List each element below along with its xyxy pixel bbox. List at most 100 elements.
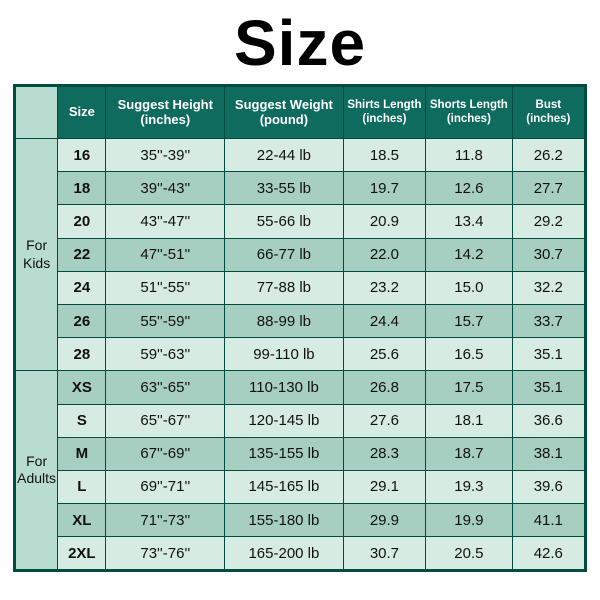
shirts-cell: 30.7 — [343, 537, 425, 570]
shirts-cell: 26.8 — [343, 371, 425, 404]
shorts-cell: 15.7 — [426, 304, 512, 337]
weight-cell: 145-165 lb — [225, 470, 344, 503]
table-row: 2451''-55''77-88 lb23.215.032.2 — [16, 271, 585, 304]
weight-cell: 99-110 lb — [225, 338, 344, 371]
weight-cell: 165-200 lb — [225, 537, 344, 570]
bust-cell: 32.2 — [512, 271, 584, 304]
height-cell: 65''-67'' — [106, 404, 225, 437]
height-cell: 43''-47'' — [106, 205, 225, 238]
height-cell: 69''-71'' — [106, 470, 225, 503]
shirts-cell: 28.3 — [343, 437, 425, 470]
table-row: S65''-67''120-145 lb27.618.136.6 — [16, 404, 585, 437]
table-row: 1839''-43''33-55 lb19.712.627.7 — [16, 172, 585, 205]
shorts-cell: 14.2 — [426, 238, 512, 271]
bust-cell: 27.7 — [512, 172, 584, 205]
weight-cell: 135-155 lb — [225, 437, 344, 470]
weight-cell: 33-55 lb — [225, 172, 344, 205]
bust-cell: 33.7 — [512, 304, 584, 337]
bust-cell: 41.1 — [512, 504, 584, 537]
size-cell: 26 — [58, 304, 106, 337]
shorts-cell: 19.9 — [426, 504, 512, 537]
size-cell: 28 — [58, 338, 106, 371]
shorts-cell: 16.5 — [426, 338, 512, 371]
height-cell: 63''-65'' — [106, 371, 225, 404]
shirts-cell: 20.9 — [343, 205, 425, 238]
group-label: ForKids — [16, 139, 58, 371]
shorts-cell: 15.0 — [426, 271, 512, 304]
shorts-cell: 19.3 — [426, 470, 512, 503]
table-row: M67''-69''135-155 lb28.318.738.1 — [16, 437, 585, 470]
table-row: XL71''-73''155-180 lb29.919.941.1 — [16, 504, 585, 537]
height-cell: 55''-59'' — [106, 304, 225, 337]
shorts-cell: 17.5 — [426, 371, 512, 404]
height-cell: 73''-76'' — [106, 537, 225, 570]
height-cell: 59''-63'' — [106, 338, 225, 371]
bust-cell: 35.1 — [512, 338, 584, 371]
shorts-cell: 18.1 — [426, 404, 512, 437]
bust-cell: 36.6 — [512, 404, 584, 437]
weight-cell: 110-130 lb — [225, 371, 344, 404]
shorts-cell: 12.6 — [426, 172, 512, 205]
bust-cell: 35.1 — [512, 371, 584, 404]
size-cell: 18 — [58, 172, 106, 205]
shorts-cell: 13.4 — [426, 205, 512, 238]
table-row: L69''-71''145-165 lb29.119.339.6 — [16, 470, 585, 503]
size-cell: M — [58, 437, 106, 470]
shirts-cell: 27.6 — [343, 404, 425, 437]
size-cell: L — [58, 470, 106, 503]
shirts-cell: 29.1 — [343, 470, 425, 503]
table-row: 2043''-47''55-66 lb20.913.429.2 — [16, 205, 585, 238]
bust-cell: 26.2 — [512, 139, 584, 172]
header-shorts: Shorts Length(inches) — [426, 87, 512, 139]
height-cell: 47''-51'' — [106, 238, 225, 271]
size-cell: XL — [58, 504, 106, 537]
table-row: 2859''-63''99-110 lb25.616.535.1 — [16, 338, 585, 371]
shirts-cell: 29.9 — [343, 504, 425, 537]
shorts-cell: 18.7 — [426, 437, 512, 470]
header-row: Size Suggest Height(inches) Suggest Weig… — [16, 87, 585, 139]
size-table: Size Suggest Height(inches) Suggest Weig… — [15, 86, 585, 570]
weight-cell: 77-88 lb — [225, 271, 344, 304]
table-row: 2247''-51''66-77 lb22.014.230.7 — [16, 238, 585, 271]
size-table-wrapper: Size Suggest Height(inches) Suggest Weig… — [13, 84, 587, 572]
table-row: 2XL73''-76''165-200 lb30.720.542.6 — [16, 537, 585, 570]
shirts-cell: 18.5 — [343, 139, 425, 172]
shirts-cell: 25.6 — [343, 338, 425, 371]
group-label: ForAdults — [16, 371, 58, 570]
weight-cell: 22-44 lb — [225, 139, 344, 172]
weight-cell: 155-180 lb — [225, 504, 344, 537]
header-height: Suggest Height(inches) — [106, 87, 225, 139]
height-cell: 39''-43'' — [106, 172, 225, 205]
size-cell: S — [58, 404, 106, 437]
size-cell: 24 — [58, 271, 106, 304]
header-shirts: Shirts Length(inches) — [343, 87, 425, 139]
table-row: ForAdultsXS63''-65''110-130 lb26.817.535… — [16, 371, 585, 404]
size-cell: XS — [58, 371, 106, 404]
bust-cell: 30.7 — [512, 238, 584, 271]
header-weight: Suggest Weight(pound) — [225, 87, 344, 139]
bust-cell: 39.6 — [512, 470, 584, 503]
height-cell: 71''-73'' — [106, 504, 225, 537]
size-cell: 22 — [58, 238, 106, 271]
size-cell: 16 — [58, 139, 106, 172]
size-cell: 20 — [58, 205, 106, 238]
table-row: ForKids1635''-39''22-44 lb18.511.826.2 — [16, 139, 585, 172]
size-cell: 2XL — [58, 537, 106, 570]
weight-cell: 66-77 lb — [225, 238, 344, 271]
height-cell: 67''-69'' — [106, 437, 225, 470]
shirts-cell: 22.0 — [343, 238, 425, 271]
shorts-cell: 11.8 — [426, 139, 512, 172]
bust-cell: 42.6 — [512, 537, 584, 570]
header-blank — [16, 87, 58, 139]
bust-cell: 29.2 — [512, 205, 584, 238]
height-cell: 35''-39'' — [106, 139, 225, 172]
header-bust: Bust(inches) — [512, 87, 584, 139]
shirts-cell: 23.2 — [343, 271, 425, 304]
table-row: 2655''-59''88-99 lb24.415.733.7 — [16, 304, 585, 337]
weight-cell: 88-99 lb — [225, 304, 344, 337]
shirts-cell: 19.7 — [343, 172, 425, 205]
shorts-cell: 20.5 — [426, 537, 512, 570]
bust-cell: 38.1 — [512, 437, 584, 470]
weight-cell: 120-145 lb — [225, 404, 344, 437]
height-cell: 51''-55'' — [106, 271, 225, 304]
